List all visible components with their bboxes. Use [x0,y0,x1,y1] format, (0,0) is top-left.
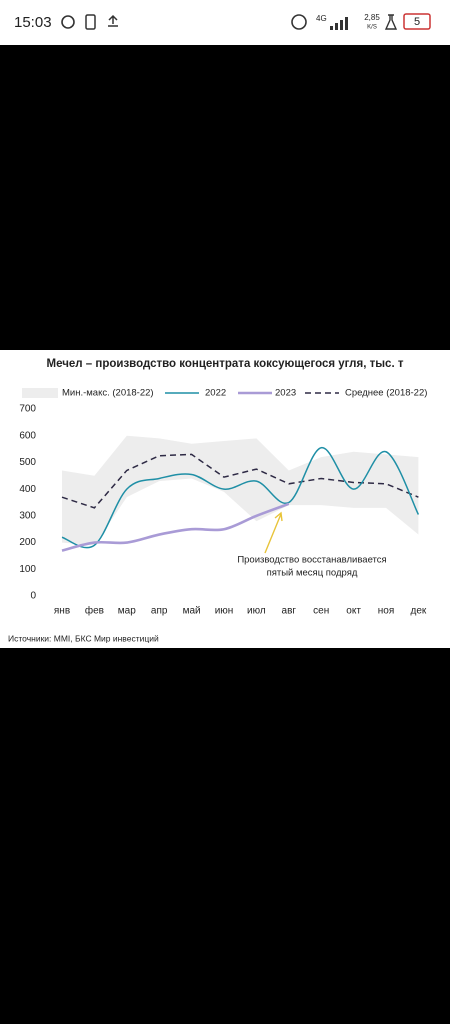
y-tick-label: 400 [19,484,36,495]
signal-icon [330,17,348,30]
net-speed: 2,85 [364,13,380,22]
net-speed-unit: K/S [367,25,377,31]
x-tick-label: июл [247,606,266,617]
x-tick-label: июн [215,606,234,617]
x-tick-label: окт [346,606,361,617]
upload-icon [108,14,118,27]
source: Источники: MMI, БКС Мир инвестиций [8,633,159,643]
battery-icon [403,13,431,30]
x-tick-label: авг [282,606,297,617]
y-tick-label: 300 [19,510,36,521]
at-icon [61,15,75,29]
x-tick-label: апр [151,606,168,617]
alarm-icon [291,14,307,30]
sim-icon [85,14,96,30]
legend-label: Среднее (2018-22) [345,388,427,399]
legend-label: 2022 [205,388,226,399]
series-line [61,502,290,552]
y-tick-label: 600 [19,430,36,441]
x-tick-label: фев [85,605,104,617]
x-tick-label: мар [118,606,136,617]
status-time: 15:03 [14,14,52,31]
y-tick-label: 500 [19,457,36,468]
x-tick-label: ноя [378,606,395,617]
series-line [61,446,420,549]
series-line [61,453,419,509]
legend-label: Мин.-макс. (2018-22) [62,388,154,399]
y-tick-label: 0 [30,591,36,602]
x-tick-label: дек [411,606,427,617]
x-tick-label: май [183,606,201,617]
battery-level: 5 [414,16,420,28]
y-tick-label: 700 [19,404,36,415]
lab-icon [384,14,398,30]
status-bar [0,0,450,45]
x-tick-label: янв [54,606,70,617]
annotation-arrow [264,511,283,554]
x-tick-label: сен [313,606,329,617]
annotation: Производство восстанавливается [237,555,386,566]
legend-swatch [22,388,58,398]
network-type: 4G [316,14,327,23]
chart-title: Мечел – производство концентрата коксующ… [47,358,404,370]
y-tick-label: 100 [19,564,36,575]
annotation: пятый месяц подряд [267,568,358,579]
legend-label: 2023 [275,388,296,399]
y-tick-label: 200 [19,537,36,548]
range-band [62,435,419,546]
